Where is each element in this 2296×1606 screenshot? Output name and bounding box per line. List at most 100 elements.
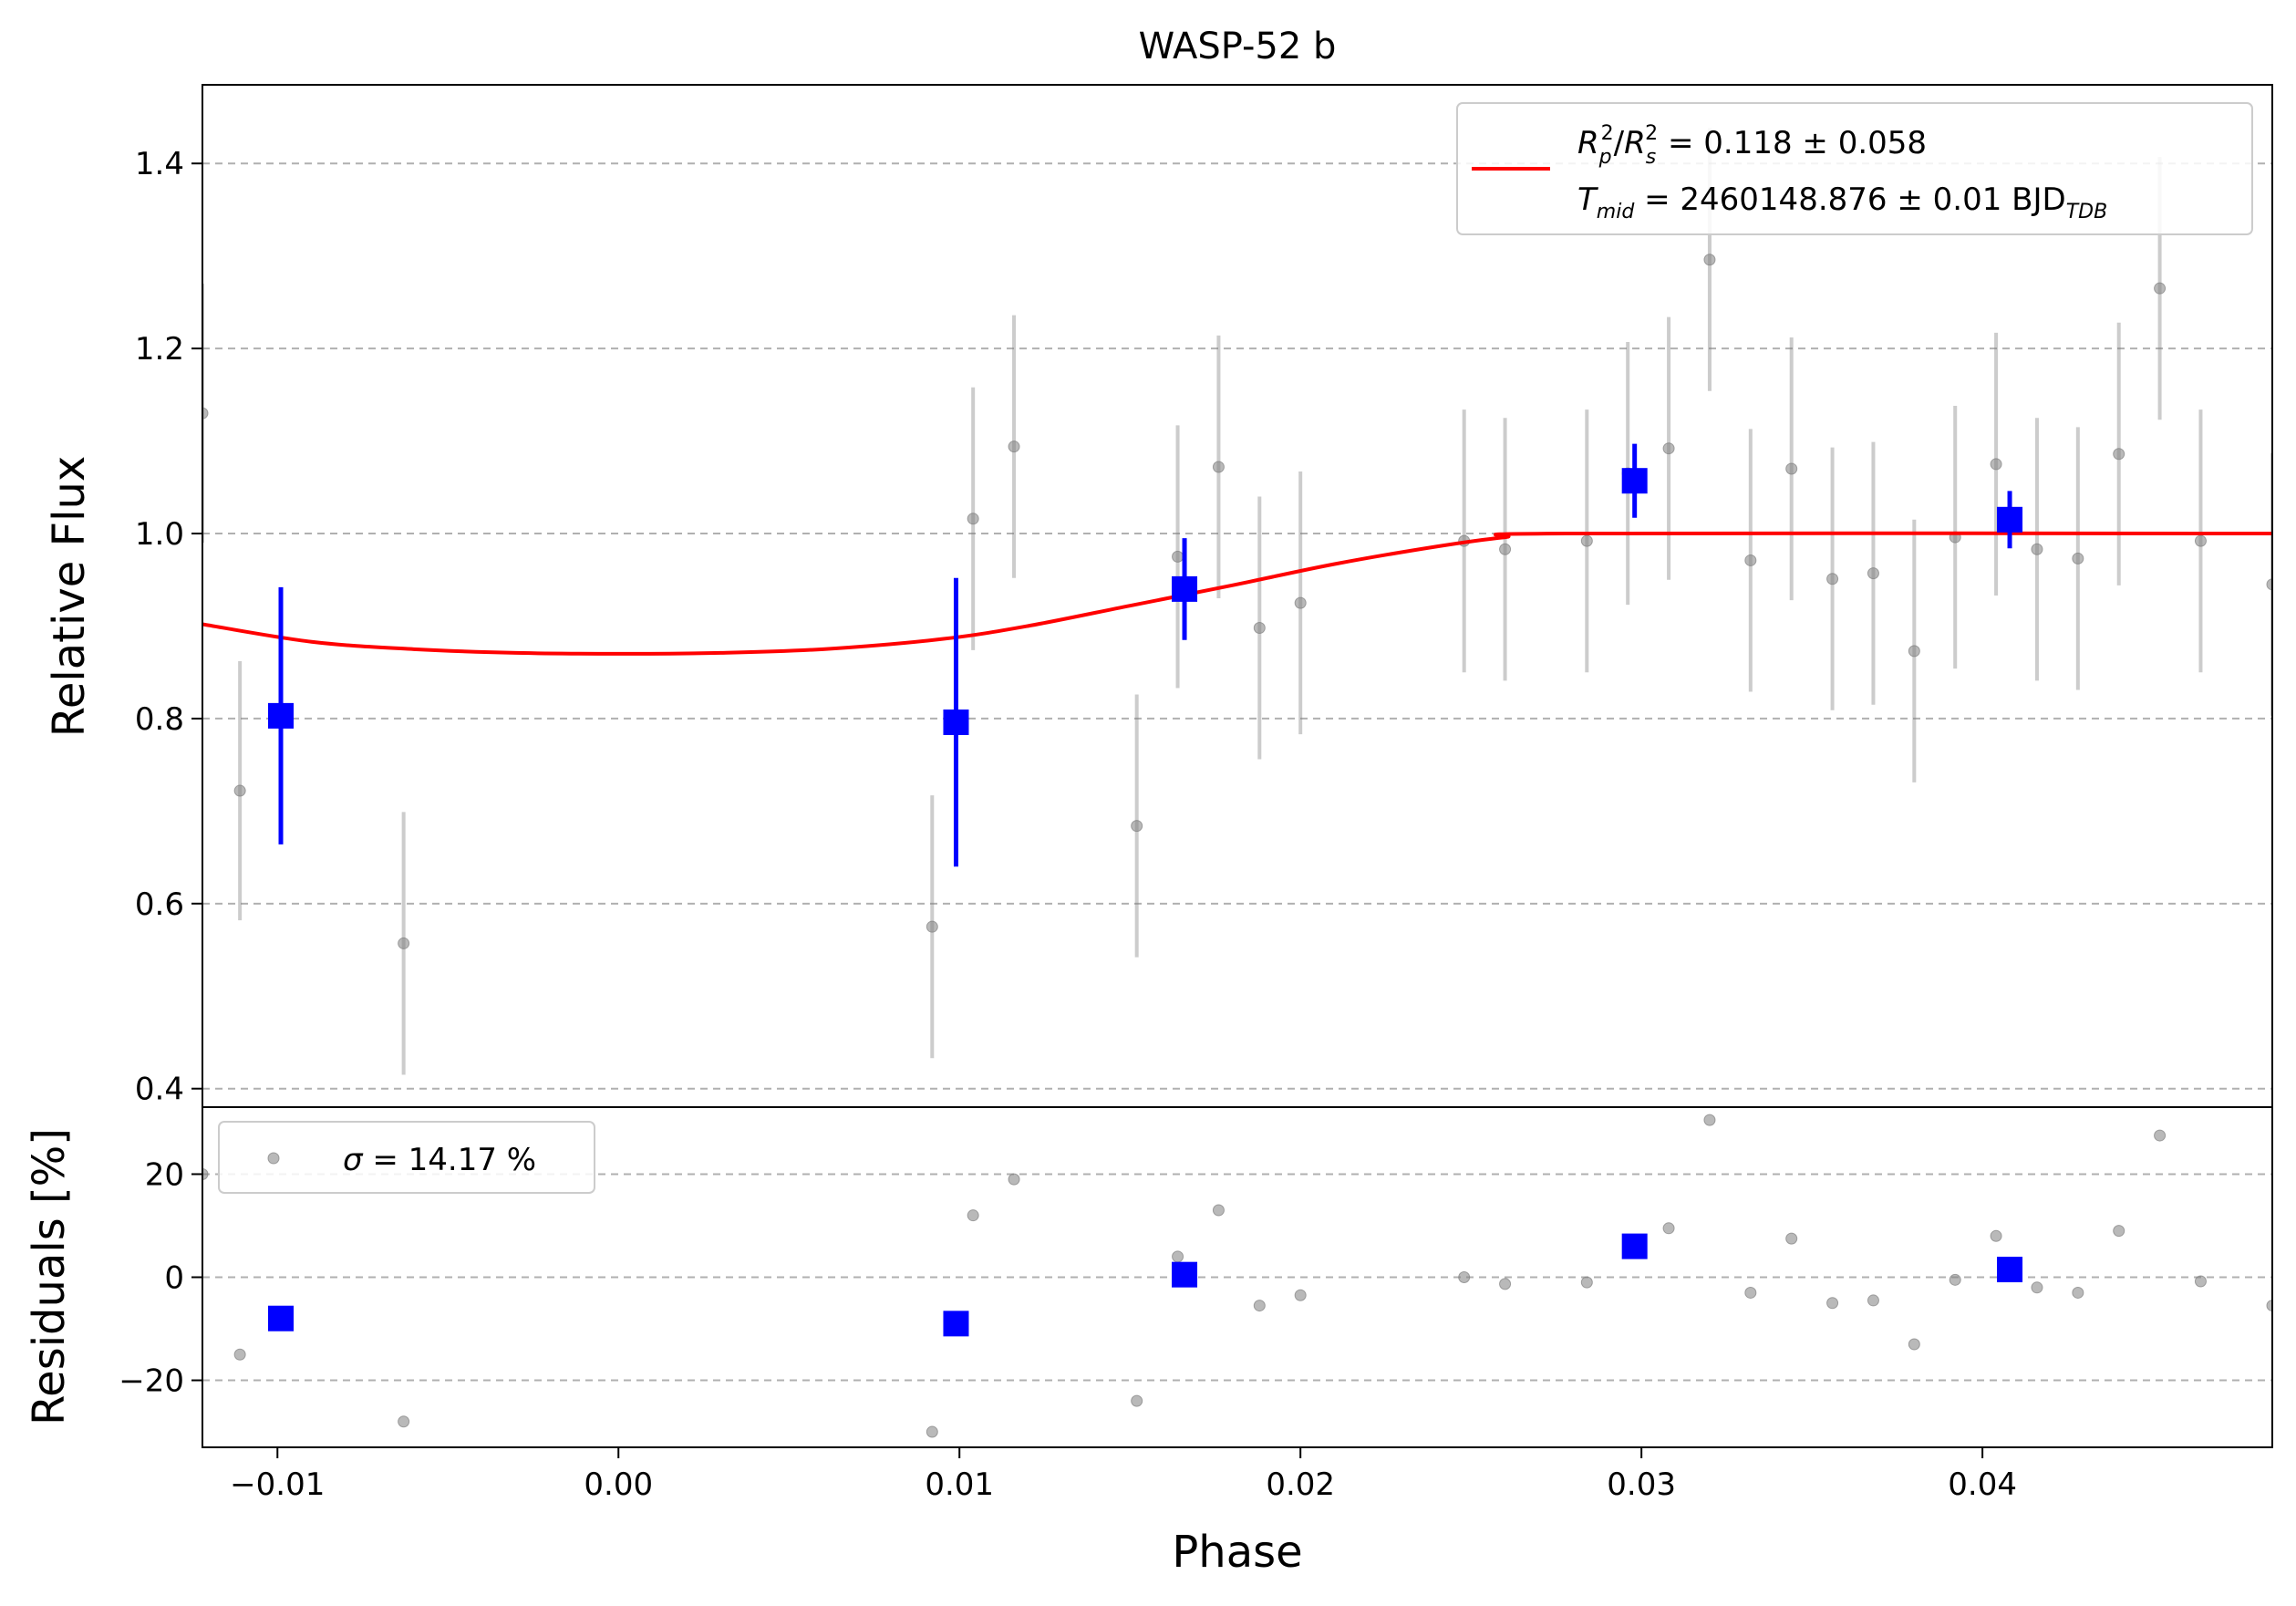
legend-sigma: σ = 14.17 % [343, 1142, 536, 1178]
legend-depth-value: = 0.118 ± 0.058 [1658, 125, 1927, 161]
legend-rs-symbol: R [1624, 125, 1646, 161]
binned-residual-point [1172, 1261, 1198, 1288]
residual-point [398, 1415, 410, 1428]
bottom-y-ticks: −20 0 20 [119, 1156, 202, 1400]
residual-point [1499, 1278, 1512, 1290]
raw-point [1172, 550, 1184, 563]
raw-point [1867, 567, 1879, 580]
x-tick-label: 0.04 [1948, 1466, 2017, 1503]
binned-residual-point [943, 1311, 969, 1337]
residual-point [967, 1209, 979, 1222]
raw-point [1662, 442, 1675, 455]
raw-point [2072, 552, 2084, 565]
top-y-tick-label: 1.0 [135, 516, 184, 553]
top-legend-box [1456, 102, 2253, 235]
binned-residual-point [1621, 1233, 1648, 1259]
residual-point [1172, 1250, 1184, 1263]
legend-sigma-value: = 14.17 % [363, 1142, 537, 1178]
x-ticks: −0.01 0.00 0.01 0.02 0.03 0.04 [230, 1447, 2017, 1503]
raw-point [1990, 458, 2002, 471]
residual-point [1580, 1276, 1593, 1289]
raw-point [1499, 543, 1512, 555]
bottom-panel-grid [202, 1173, 2272, 1382]
legend-line-2: Tmid = 2460148.876 ± 0.01 BJDTDB [1577, 181, 2107, 223]
binned-point [1997, 506, 2023, 533]
bottom-panel-frame [202, 1106, 2273, 1448]
chart-title: WASP-52 b [1139, 26, 1337, 67]
x-axis-label: Phase [1172, 1527, 1302, 1578]
raw-point [926, 920, 938, 933]
top-panel-grid [202, 162, 2272, 1090]
raw-point [2031, 543, 2043, 555]
raw-point [2154, 282, 2167, 295]
binned-point [1172, 575, 1198, 602]
legend-rp-sup: 2 [1601, 122, 1614, 145]
raw-point [2194, 534, 2207, 547]
residual-point [1990, 1229, 2002, 1242]
bottom-legend: σ = 14.17 % [218, 1121, 595, 1194]
legend-rs-sup: 2 [1645, 122, 1658, 145]
residual-point [1212, 1204, 1225, 1217]
residual-point [1253, 1300, 1266, 1312]
residual-point [1744, 1286, 1757, 1299]
raw-point [1253, 621, 1266, 634]
legend-rp-symbol: R [1577, 125, 1599, 161]
raw-point [1785, 462, 1798, 475]
residual-point [1458, 1271, 1471, 1283]
raw-point [967, 513, 979, 525]
top-y-axis-label: Relative Flux [44, 456, 95, 738]
residual-point [1294, 1289, 1307, 1301]
bottom-y-tick-label: 0 [164, 1260, 184, 1297]
binned-point [268, 702, 295, 729]
residual-point [1949, 1273, 1961, 1286]
residual-point [1703, 1114, 1716, 1126]
residual-point [1908, 1338, 1920, 1351]
x-tick-label: 0.03 [1607, 1466, 1676, 1503]
raw-point [1703, 254, 1716, 266]
top-y-tick-label: 1.2 [135, 331, 184, 368]
residual-point [2194, 1275, 2207, 1288]
raw-point [2113, 448, 2125, 461]
raw-point [2266, 578, 2272, 591]
residual-point [1785, 1232, 1798, 1245]
legend-tmid-sub: mid [1597, 201, 1636, 223]
legend-tmid-value: = 2460148.876 ± 0.01 BJD [1634, 181, 2065, 218]
raw-point [1008, 440, 1020, 453]
x-tick-label: 0.01 [925, 1466, 994, 1503]
model-line [202, 531, 2272, 656]
bottom-y-tick-label: −20 [119, 1363, 184, 1400]
binned-point [1621, 468, 1648, 494]
raw-point [1826, 573, 1839, 585]
top-y-tick-label: 0.4 [135, 1072, 184, 1108]
raw-point [1908, 645, 1920, 658]
residual-point [2072, 1286, 2084, 1299]
legend-rp-sub: p [1598, 146, 1612, 169]
residual-point [1131, 1394, 1143, 1407]
top-y-tick-label: 0.6 [135, 886, 184, 923]
binned-residual-point [1997, 1257, 2023, 1283]
bottom-binned-points [268, 1233, 2023, 1337]
x-tick-label: 0.00 [584, 1466, 653, 1503]
top-binned-points [268, 443, 2023, 867]
top-legend: Rp2/Rs2 = 0.118 ± 0.058 Tmid = 2460148.8… [1456, 102, 2253, 235]
raw-point [202, 407, 209, 420]
residual-point [1826, 1297, 1839, 1310]
raw-point [1294, 596, 1307, 609]
residual-point [233, 1348, 246, 1361]
top-panel-frame [202, 84, 2273, 1108]
residual-point [1008, 1173, 1020, 1186]
top-y-ticks: 0.4 0.6 0.8 1.0 1.2 1.4 [135, 146, 202, 1108]
x-tick-label: −0.01 [230, 1466, 325, 1503]
bottom-y-axis-label: Residuals [%] [24, 1128, 75, 1425]
raw-point [1131, 820, 1143, 833]
top-model-curve [202, 531, 2272, 656]
residual-point [1867, 1294, 1879, 1307]
bottom-legend-box [218, 1121, 595, 1194]
residual-point [926, 1425, 938, 1438]
residual-point [2031, 1281, 2043, 1294]
top-raw-points [202, 128, 2272, 1075]
bottom-raw-points [202, 1114, 2272, 1438]
raw-point [1212, 461, 1225, 473]
binned-residual-point [268, 1305, 295, 1331]
